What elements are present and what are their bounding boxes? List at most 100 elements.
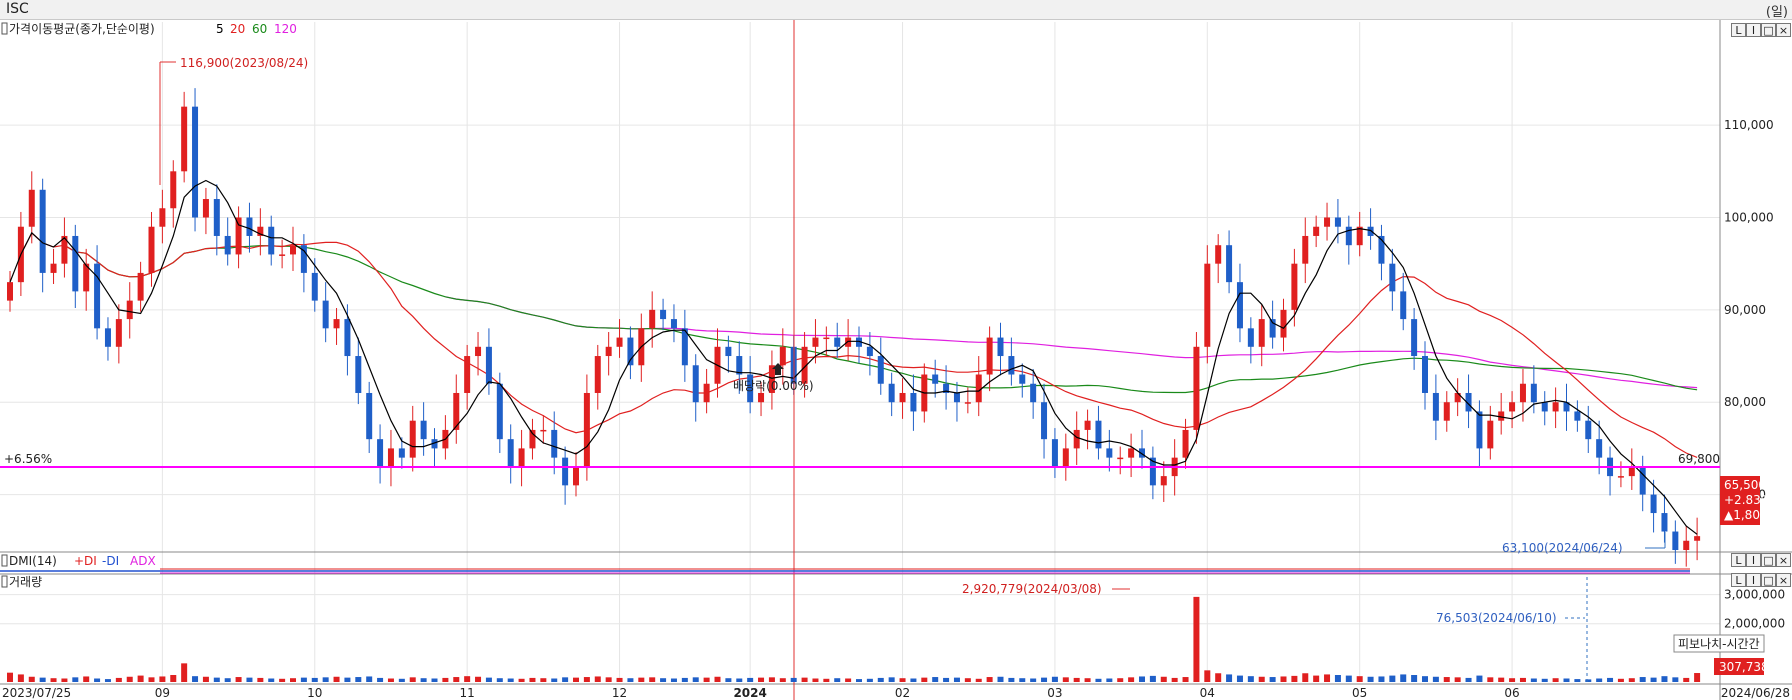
- candle-body: [551, 429, 558, 458]
- volume-bar: [387, 678, 394, 682]
- panel3-btn-close[interactable]: ×: [1776, 573, 1791, 587]
- volume-bar: [953, 677, 960, 682]
- candle-body: [1519, 383, 1526, 403]
- volume-bar: [279, 678, 286, 682]
- volume-bar: [377, 677, 384, 682]
- candle-body: [311, 272, 318, 301]
- volume-bar: [1215, 673, 1222, 682]
- panel1-btn-i[interactable]: I: [1746, 23, 1761, 37]
- volume-bar: [1367, 676, 1374, 682]
- legend-ma60: 60: [252, 22, 267, 36]
- candle-body: [899, 392, 906, 403]
- period-label[interactable]: (일): [1765, 5, 1788, 20]
- candle-body: [496, 383, 503, 440]
- symbol-title: ISC: [6, 1, 29, 17]
- volume-bar: [692, 677, 699, 682]
- panel2-btn-close[interactable]: ×: [1776, 553, 1791, 567]
- candle-body: [834, 337, 841, 347]
- candle-body: [1389, 263, 1396, 292]
- panel3-btn-i[interactable]: I: [1746, 573, 1761, 587]
- candle-body: [812, 337, 819, 347]
- panel2-btn-max[interactable]: □: [1761, 553, 1776, 567]
- candle-body: [1356, 226, 1363, 246]
- candle-body: [518, 448, 525, 467]
- volume-bar: [1356, 676, 1363, 682]
- panel3-btn-max[interactable]: □: [1761, 573, 1776, 587]
- candle-body: [50, 263, 57, 273]
- volume-bar: [1530, 678, 1537, 682]
- volume-bar: [159, 676, 166, 682]
- candle-body: [856, 337, 862, 347]
- candle-body: [1313, 226, 1320, 236]
- volume-bar: [1661, 676, 1668, 682]
- volume-peak-note: 2,920,779(2024/03/08): [962, 582, 1102, 596]
- candle-body: [1030, 383, 1037, 403]
- volume-bar: [910, 678, 917, 682]
- volume-bar: [1019, 678, 1026, 682]
- volume-bar: [790, 677, 797, 682]
- candle-body: [1215, 245, 1222, 264]
- candle-body: [1193, 346, 1200, 430]
- fib-label: 피보나치-시간간: [1678, 637, 1760, 651]
- candle-body: [224, 235, 231, 255]
- candle-body: [1008, 356, 1015, 375]
- hline-value: 69,800: [1678, 452, 1720, 466]
- volume-bar: [1476, 675, 1483, 682]
- current-pct: +2.83%: [1724, 493, 1772, 507]
- legend-marker-icon: [1, 575, 8, 588]
- candle-body: [1617, 476, 1624, 478]
- volume-bar: [137, 675, 144, 682]
- panel2-btn-i[interactable]: I: [1746, 553, 1761, 567]
- volume-bar: [322, 677, 329, 682]
- panel3-btn-l[interactable]: L: [1731, 573, 1746, 587]
- panel1-btn-l[interactable]: L: [1731, 23, 1746, 37]
- high-note: 116,900(2023/08/24): [180, 56, 308, 70]
- volume-bar: [1400, 674, 1407, 682]
- x-tick-label: 10: [307, 686, 322, 700]
- candle-body: [355, 356, 362, 393]
- volume-bar: [17, 674, 24, 682]
- legend-ma5: 5: [216, 22, 224, 36]
- panel1-btn-max[interactable]: □: [1761, 23, 1776, 37]
- volume-bar: [1117, 678, 1124, 682]
- candle-body: [823, 337, 830, 340]
- volume-bar: [104, 679, 111, 682]
- candle-body: [1683, 540, 1690, 550]
- candle-body: [932, 374, 939, 384]
- candle-body: [649, 309, 656, 329]
- volume-bar: [366, 676, 373, 682]
- volume-bar: [997, 676, 1004, 682]
- panel1-btn-close[interactable]: ×: [1776, 23, 1791, 37]
- stock-chart[interactable]: 가격이동평균(종가,단순이평) 5 20 60 120 +6.56% 69,80…: [0, 20, 1792, 700]
- volume-bar: [1236, 675, 1243, 682]
- vol-tick-label: 3,000,000: [1724, 588, 1785, 602]
- candle-body: [1552, 402, 1559, 412]
- volume-bar: [562, 677, 569, 682]
- volume-peak-annotation: 2,920,779(2024/03/08): [962, 582, 1130, 596]
- candle-body: [594, 356, 601, 393]
- volume-bar: [1291, 675, 1298, 682]
- candle-body: [159, 208, 166, 227]
- candle-body: [1182, 429, 1189, 458]
- candle-body: [681, 328, 688, 366]
- candle-body: [997, 337, 1004, 357]
- candle-body: [485, 346, 492, 384]
- fib-label-box[interactable]: 피보나치-시간간: [1673, 634, 1765, 653]
- candle-body: [1639, 466, 1646, 495]
- volume-bar: [1432, 676, 1439, 682]
- volume-bar: [1095, 678, 1102, 682]
- dmi-adx: ADX: [130, 554, 156, 568]
- volume-bar: [1128, 677, 1135, 682]
- price-legend: 가격이동평균(종가,단순이평) 5 20 60 120: [1, 22, 297, 36]
- volume-bar: [736, 678, 743, 682]
- x-tick-label: 06: [1504, 686, 1519, 700]
- date-axis: 2023/07/25 09 10 11 12 2024 02 03 04 05 06 2024/06/…: [2, 686, 1790, 700]
- volume-bar: [1324, 674, 1331, 682]
- candle-body: [1574, 411, 1581, 421]
- panel2-btn-l[interactable]: L: [1731, 553, 1746, 567]
- candle-body: [1258, 319, 1265, 347]
- volume-bar: [257, 677, 264, 682]
- volume-bar: [355, 677, 362, 682]
- volume-bar: [801, 677, 808, 682]
- volume-bar: [507, 678, 514, 682]
